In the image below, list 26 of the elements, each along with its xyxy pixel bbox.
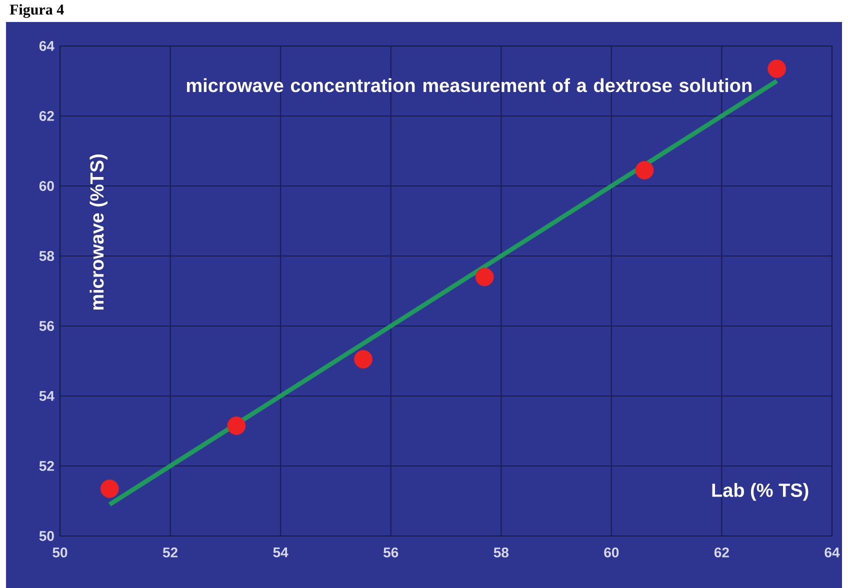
x-tick-label: 50 [52, 548, 68, 558]
point [227, 416, 246, 435]
y-tick-label: 62 [39, 111, 54, 121]
chart-title: Figura 4 [10, 4, 64, 18]
y-tick-label: 64 [39, 41, 54, 51]
x-tick-label: 56 [384, 548, 398, 558]
y-axis-title: microwave (%TS) [90, 154, 108, 310]
y-tick-label: 54 [39, 391, 54, 401]
point [635, 161, 654, 180]
y-tick-label: 52 [39, 461, 54, 471]
point [354, 350, 372, 368]
y-tick-label: 60 [39, 181, 54, 191]
text: microwave concentration measurement of a dextrose solution [186, 78, 752, 92]
y-tick-label: 58 [39, 251, 54, 261]
y-tick-label: 50 [39, 531, 54, 541]
x-axis-title: Lab (% TS) [712, 483, 808, 501]
x-tick-label: 60 [604, 548, 619, 558]
x-tick-label: 62 [714, 548, 729, 558]
x-tick-label: 58 [494, 548, 508, 558]
x-tick-label: 52 [162, 548, 178, 558]
point [100, 480, 119, 498]
point [475, 268, 494, 286]
point [768, 60, 786, 78]
x-tick-label: 64 [824, 548, 840, 558]
x-tick-label: 54 [273, 548, 288, 558]
y-tick-label: 56 [39, 321, 54, 331]
